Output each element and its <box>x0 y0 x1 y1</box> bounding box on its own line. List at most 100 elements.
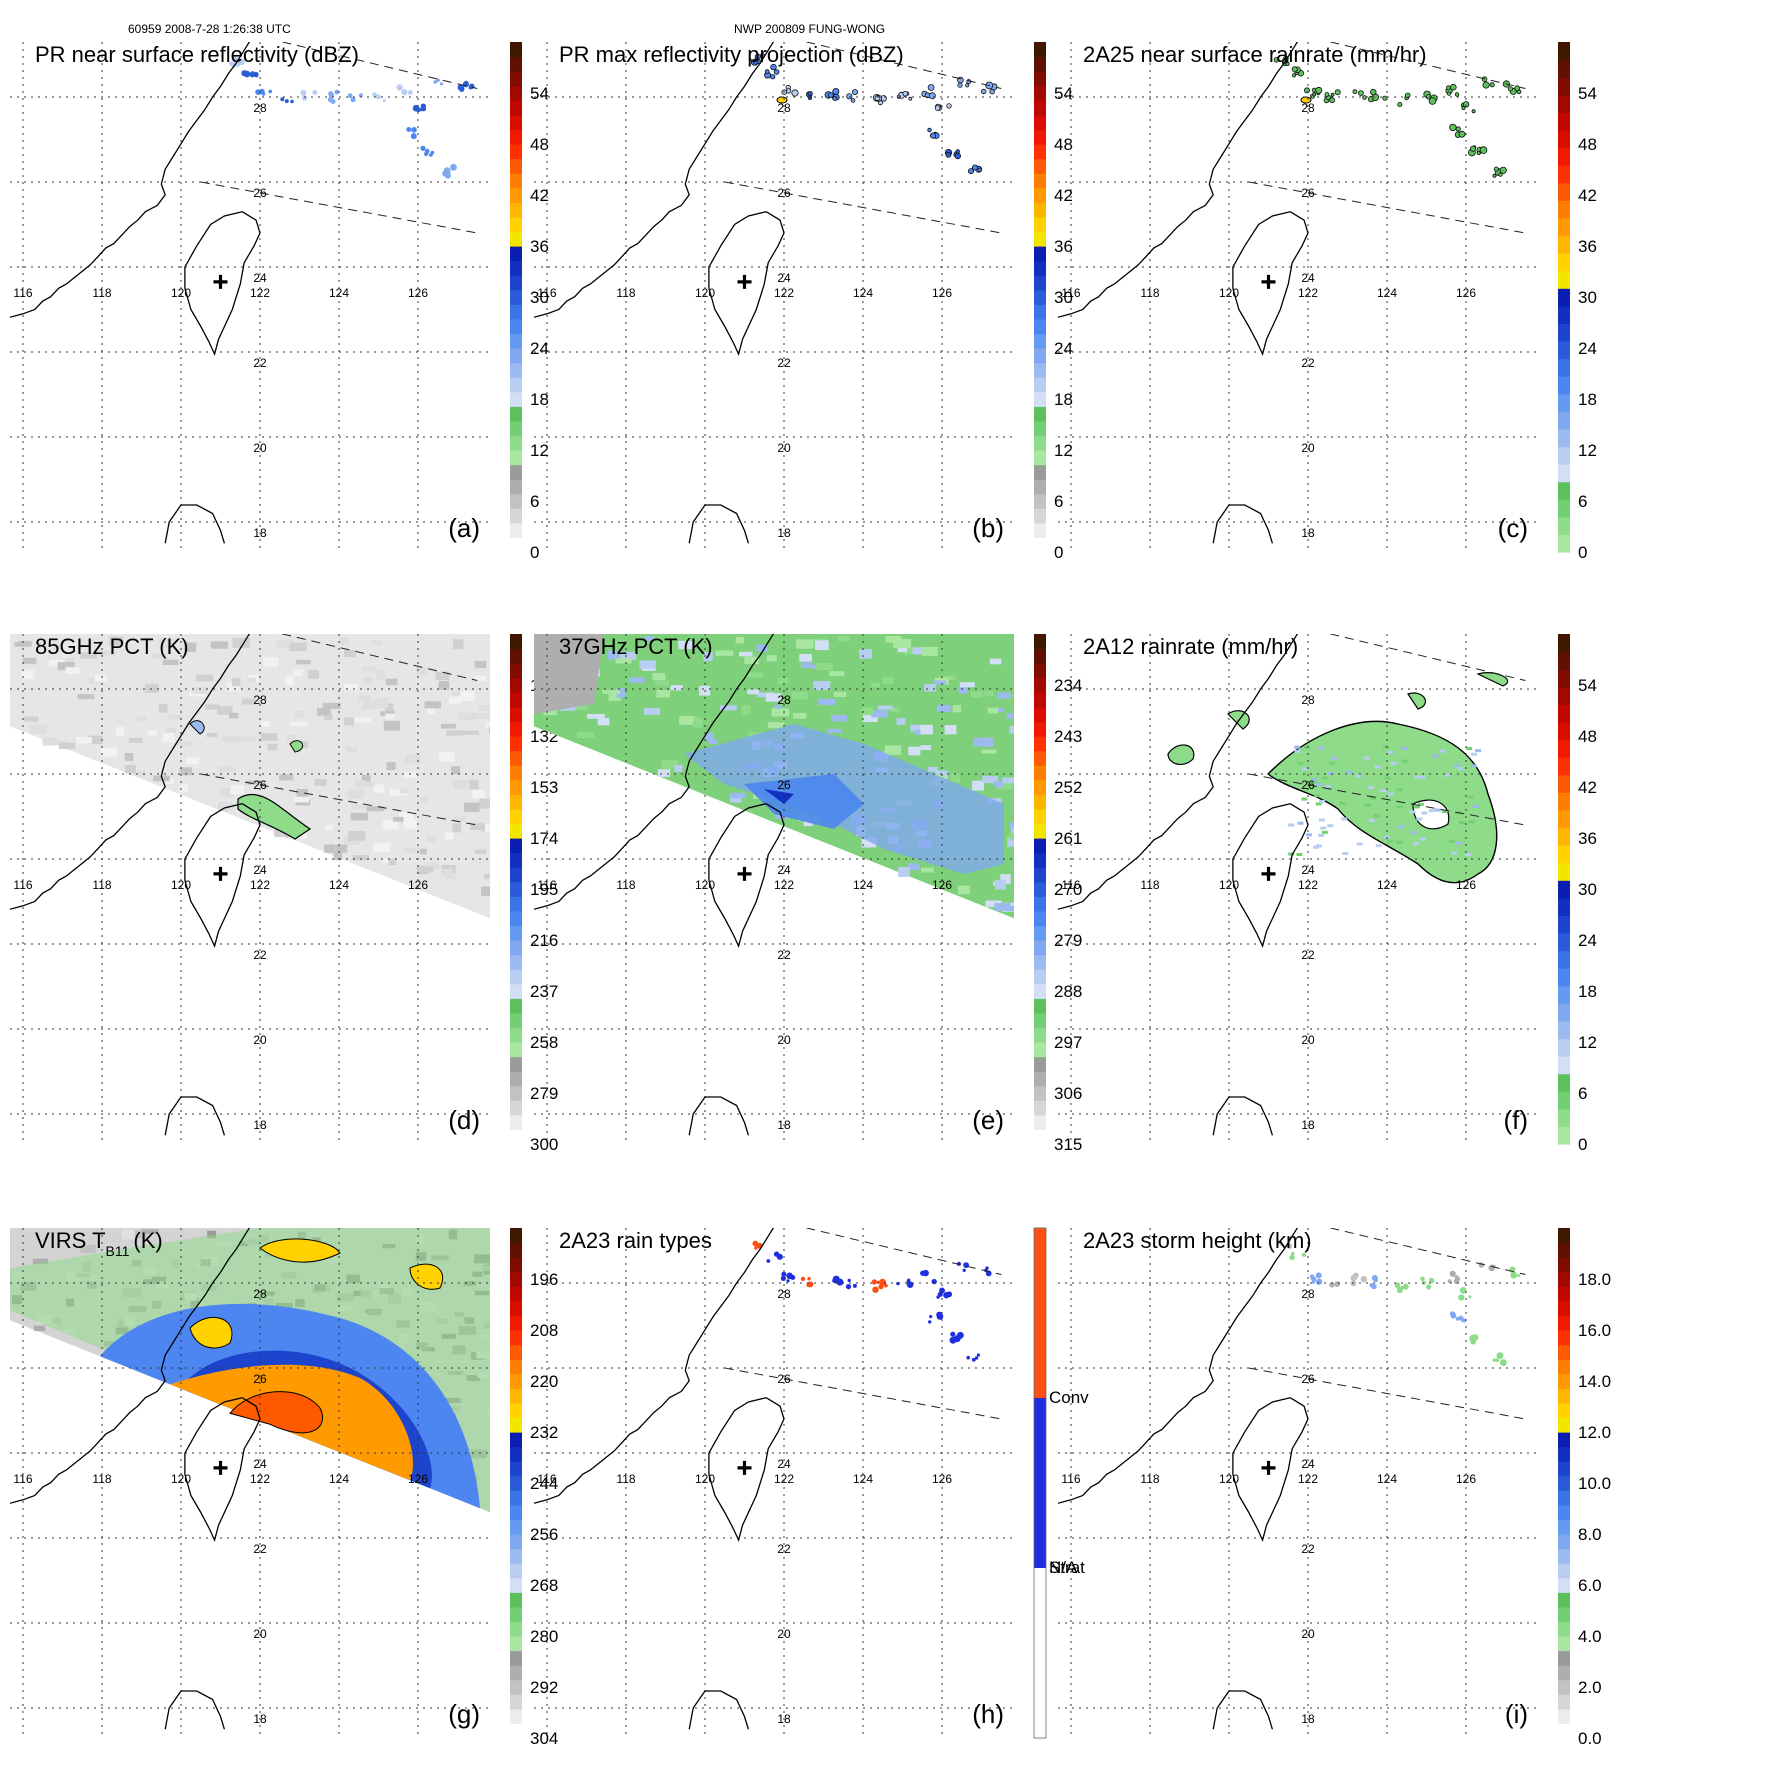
colorbar-tick: 244 <box>530 1474 558 1493</box>
lat-label: 26 <box>253 778 267 792</box>
colorbar-g: 304 292 280 268 256 244 232 220 208 196 <box>510 1228 558 1748</box>
colorbar-tick: 12 <box>1578 1033 1597 1052</box>
cold-patch-d <box>237 793 312 840</box>
lon-label: 118 <box>616 1472 635 1486</box>
map-g: 116 118 120 122 124 126 28 26 24 22 20 18 <box>10 1228 490 1738</box>
colorbar-tick: 12 <box>1054 441 1073 460</box>
lat-label: 26 <box>1301 778 1315 792</box>
taiwan-outline-i <box>1232 1397 1309 1543</box>
lat-label: 24 <box>253 271 267 285</box>
lat-label: 26 <box>777 1372 791 1386</box>
coastline-a <box>10 42 251 318</box>
core-dark-e <box>764 789 794 804</box>
lon-label: 120 <box>1219 1472 1239 1486</box>
map-a: 116 118 120 122 124 126 28 26 24 22 20 18 <box>10 42 490 552</box>
panel-label-g: (g) <box>448 1699 480 1729</box>
lon-label: 120 <box>695 1472 715 1486</box>
lat-label: 18 <box>253 1118 267 1132</box>
lat-label: 28 <box>253 101 267 115</box>
lon-label: 120 <box>1219 878 1239 892</box>
panel-label-i: (i) <box>1505 1699 1528 1729</box>
lat-label: 28 <box>777 1287 791 1301</box>
colorbar-tick: 12 <box>530 441 549 460</box>
storm-center-d <box>213 866 228 881</box>
lat-label: 20 <box>777 441 791 455</box>
lat-label: 28 <box>1301 101 1315 115</box>
lon-label: 116 <box>537 1472 556 1486</box>
lon-label: 122 <box>250 878 270 892</box>
lat-label: 18 <box>253 526 267 540</box>
taiwan-outline-f <box>1232 803 1309 949</box>
colorbar-tick: 280 <box>530 1627 558 1646</box>
colorbar-tick: 243 <box>1054 727 1082 746</box>
lon-label: 126 <box>1456 878 1476 892</box>
colorbar-i: 0.0 2.0 4.0 6.0 8.0 10.0 12.0 14.0 16.0 18.0 <box>1558 1228 1611 1748</box>
colorbar-tick: 237 <box>530 982 558 1001</box>
colorbar-tick: 12 <box>1578 441 1597 460</box>
lat-label: 24 <box>253 863 267 877</box>
lat-label: 28 <box>1301 1287 1315 1301</box>
lon-label: 116 <box>1061 1472 1080 1486</box>
colorbar-tick: 2.0 <box>1578 1678 1602 1697</box>
lon-label: 122 <box>250 1472 270 1486</box>
storm-center-h <box>737 1460 752 1475</box>
orbit-time-title: 60959 2008-7-28 1:26:38 UTC <box>128 22 291 36</box>
lon-label: 120 <box>695 286 715 300</box>
colorbar-e: 315 306 297 288 279 270 261 252 243 234 <box>1034 634 1082 1154</box>
lat-label: 22 <box>777 1542 791 1556</box>
lon-label: 118 <box>92 1472 111 1486</box>
colorbar-tick: 234 <box>1054 676 1082 695</box>
lon-label: 126 <box>408 286 428 300</box>
swath-edge-top-c <box>1328 42 1526 89</box>
rain-cell-west-f <box>1167 744 1195 766</box>
lat-label: 18 <box>1301 526 1315 540</box>
colorbar-tick: 42 <box>1054 186 1073 205</box>
swath-edge-bottom-i <box>1248 1367 1526 1420</box>
colorbar-tick: 297 <box>1054 1033 1082 1052</box>
lat-label: 20 <box>253 441 267 455</box>
lon-label: 122 <box>774 1472 794 1486</box>
coastline-f <box>1058 634 1299 910</box>
lon-label: 126 <box>932 286 952 300</box>
map-i: 116 118 120 122 124 126 28 26 24 22 20 18 <box>1058 1228 1538 1738</box>
echo-c <box>1273 56 1280 63</box>
storm-center-b <box>737 274 752 289</box>
colorbar-tick: 196 <box>530 1270 558 1289</box>
lon-label: 124 <box>1377 878 1397 892</box>
colorbar-tick: Conv <box>1049 1388 1089 1407</box>
colorbar-tick: 279 <box>1054 931 1082 950</box>
colorbar-tick: 0.0 <box>1578 1729 1602 1748</box>
colorbar-c: 0 6 12 18 24 30 36 42 48 54 <box>1558 42 1597 562</box>
colorbar-tick: 216 <box>530 931 558 950</box>
colorbar-tick: 300 <box>530 1135 558 1154</box>
lat-label: 22 <box>1301 356 1315 370</box>
lon-label: 116 <box>13 286 32 300</box>
lat-label: 18 <box>777 526 791 540</box>
lon-label: 126 <box>408 878 428 892</box>
colorbar-tick: 8.0 <box>1578 1525 1602 1544</box>
colorbar-tick: 36 <box>1578 829 1597 848</box>
panel-title-a: PR near surface reflectivity (dBZ) <box>35 42 359 67</box>
lat-label: 24 <box>1301 271 1315 285</box>
island-south-h <box>688 1690 750 1730</box>
lon-label: 120 <box>171 878 191 892</box>
map-e: 116 118 120 122 124 126 28 26 24 22 20 18 <box>534 634 1014 1144</box>
lat-label: 22 <box>777 356 791 370</box>
coldest-top-g <box>229 1391 323 1434</box>
lat-label: 20 <box>1301 441 1315 455</box>
lat-label: 18 <box>1301 1712 1315 1726</box>
lat-label: 18 <box>1301 1118 1315 1132</box>
warm-grey-e <box>534 634 604 714</box>
colorbar-tick: 54 <box>1578 84 1597 103</box>
colorbar-tick: 36 <box>1054 237 1073 256</box>
colorbar-tick: 18 <box>1578 982 1597 1001</box>
colorbar-tick: 48 <box>530 135 549 154</box>
colorbar-tick: 48 <box>1054 135 1073 154</box>
colorbar-tick: 208 <box>530 1321 558 1340</box>
lon-label: 116 <box>537 286 556 300</box>
lon-label: 116 <box>13 878 32 892</box>
